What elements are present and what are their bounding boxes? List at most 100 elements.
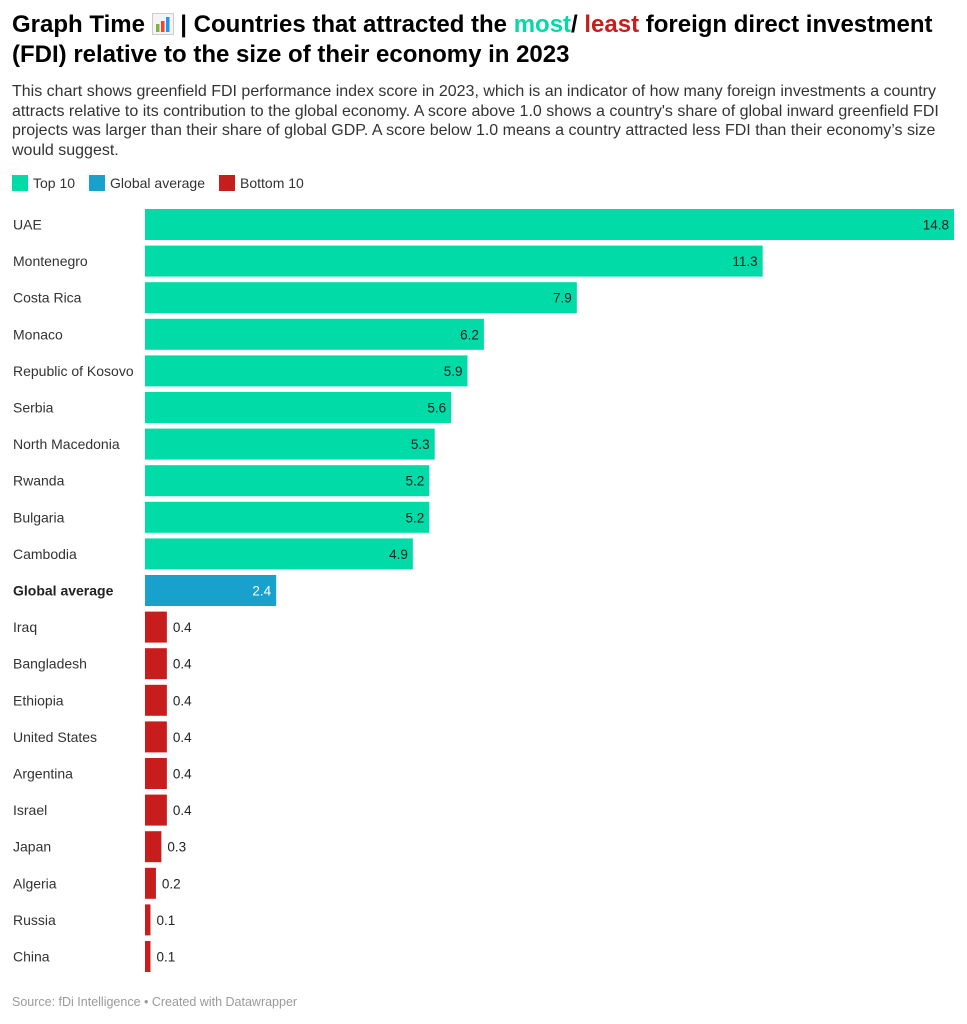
title-highlight-least: least [584, 11, 640, 38]
bar [145, 794, 167, 826]
value-label: 14.8 [923, 218, 949, 233]
bar [145, 758, 167, 789]
category-label: Algeria [13, 875, 57, 891]
category-label: Global average [13, 583, 114, 599]
bar-chart: UAE 14.8 Montenegro 11.3 Costa Rica 7.9 Monaco… [13, 209, 954, 972]
title-part2: foreign direct investment (FDI) relative… [12, 11, 933, 68]
value-label: 4.9 [389, 547, 408, 562]
category-label: Ethiopia [13, 692, 64, 708]
legend-swatch-bottom-10 [219, 175, 235, 191]
value-label: 0.1 [156, 913, 175, 928]
legend-swatch-top-10 [12, 175, 28, 191]
legend-item-bottom-10: Bottom 10 [219, 175, 304, 191]
bar-row-united-states: United States 0.4 [13, 721, 192, 753]
category-label: Japan [13, 839, 51, 855]
bar-row-japan: Japan 0.3 [13, 831, 186, 863]
value-label: 2.4 [252, 584, 271, 599]
bar-row-iraq: Iraq 0.4 [13, 611, 192, 643]
bar-row-bulgaria: Bulgaria 5.2 [13, 501, 430, 533]
bar-row-north-macedonia: North Macedonia 5.3 [13, 428, 435, 460]
bar [145, 465, 430, 497]
title-separator: / [571, 11, 585, 38]
bar [145, 538, 413, 570]
bar-chart-emoji-icon [151, 13, 174, 35]
value-label: 0.4 [173, 693, 192, 708]
bar-row-global-average: Global average 2.4 [13, 575, 277, 606]
bar-row-costa-rica: Costa Rica 7.9 [13, 282, 577, 314]
bar [145, 648, 167, 680]
value-label: 0.4 [173, 803, 192, 818]
bar [145, 355, 468, 387]
bar [145, 904, 151, 936]
category-label: Costa Rica [13, 290, 82, 306]
legend-swatch-global-average [89, 175, 106, 191]
legend-label: Top 10 [33, 175, 76, 191]
bar [145, 318, 484, 350]
bar-row-israel: Israel 0.4 [13, 794, 192, 826]
category-label: Monaco [13, 326, 63, 342]
category-label: China [13, 949, 50, 965]
category-label: Cambodia [13, 546, 77, 562]
value-label: 0.4 [173, 730, 192, 745]
category-label: North Macedonia [13, 436, 120, 452]
bar-row-monaco: Monaco 6.2 [13, 318, 484, 350]
category-label: UAE [13, 217, 42, 233]
legend-label: Bottom 10 [240, 175, 304, 191]
legend-label: Global average [110, 175, 205, 191]
legend-item-global-average: Global average [89, 175, 205, 191]
value-label: 5.2 [405, 510, 424, 525]
bar-row-algeria: Algeria 0.2 [13, 867, 181, 899]
value-label: 0.2 [162, 876, 181, 891]
value-label: 0.4 [173, 767, 192, 782]
category-label: Rwanda [13, 473, 65, 489]
chart-description: This chart shows greenfield FDI performa… [12, 83, 939, 159]
bar-row-montenegro: Montenegro 11.3 [13, 245, 763, 277]
bar-row-republic-of-kosovo: Republic of Kosovo 5.9 [13, 355, 468, 387]
bar-row-uae: UAE 14.8 [13, 209, 954, 240]
legend: Top 10 Global average Bottom 10 [12, 175, 304, 191]
bar [145, 721, 167, 753]
bar [145, 941, 151, 972]
bar [145, 245, 763, 277]
value-label: 0.4 [173, 657, 192, 672]
category-label: Republic of Kosovo [13, 363, 134, 379]
category-label: Montenegro [13, 253, 88, 269]
chart-title: Graph Time | Countries that attracted th… [12, 10, 957, 70]
category-label: Bulgaria [13, 509, 65, 525]
bar-row-russia: Russia 0.1 [13, 904, 175, 936]
bar [145, 428, 435, 460]
value-label: 5.6 [427, 401, 446, 416]
bar-row-argentina: Argentina 0.4 [13, 758, 192, 789]
category-label: United States [13, 729, 97, 745]
category-label: Israel [13, 802, 47, 818]
title-highlight-most: most [513, 11, 572, 38]
title-prefix: Graph Time [12, 11, 145, 38]
value-label: 5.9 [444, 364, 463, 379]
category-label: Argentina [13, 766, 73, 782]
bar [145, 831, 162, 863]
value-label: 7.9 [553, 291, 572, 306]
value-label: 11.3 [732, 254, 757, 269]
bar [145, 611, 167, 643]
bar-row-cambodia: Cambodia 4.9 [13, 538, 413, 570]
value-label: 5.2 [405, 474, 424, 489]
bar-row-rwanda: Rwanda 5.2 [13, 465, 430, 497]
bar-row-serbia: Serbia 5.6 [13, 392, 452, 423]
bar [145, 867, 156, 899]
category-label: Bangladesh [13, 656, 87, 672]
value-label: 0.1 [156, 950, 175, 965]
bar [145, 684, 167, 716]
bar [145, 209, 954, 240]
source-note: Source: fDi Intelligence • Created with … [12, 995, 298, 1009]
value-label: 6.2 [460, 327, 479, 342]
bar-row-china: China 0.1 [13, 941, 175, 972]
bar [145, 575, 277, 606]
category-label: Russia [13, 912, 56, 928]
value-label: 0.3 [167, 840, 186, 855]
value-label: 5.3 [411, 437, 430, 452]
value-label: 0.4 [173, 620, 192, 635]
category-label: Iraq [13, 619, 37, 635]
bar-row-bangladesh: Bangladesh 0.4 [13, 648, 192, 680]
title-part1: | Countries that attracted the [173, 11, 514, 38]
category-label: Serbia [13, 400, 54, 416]
